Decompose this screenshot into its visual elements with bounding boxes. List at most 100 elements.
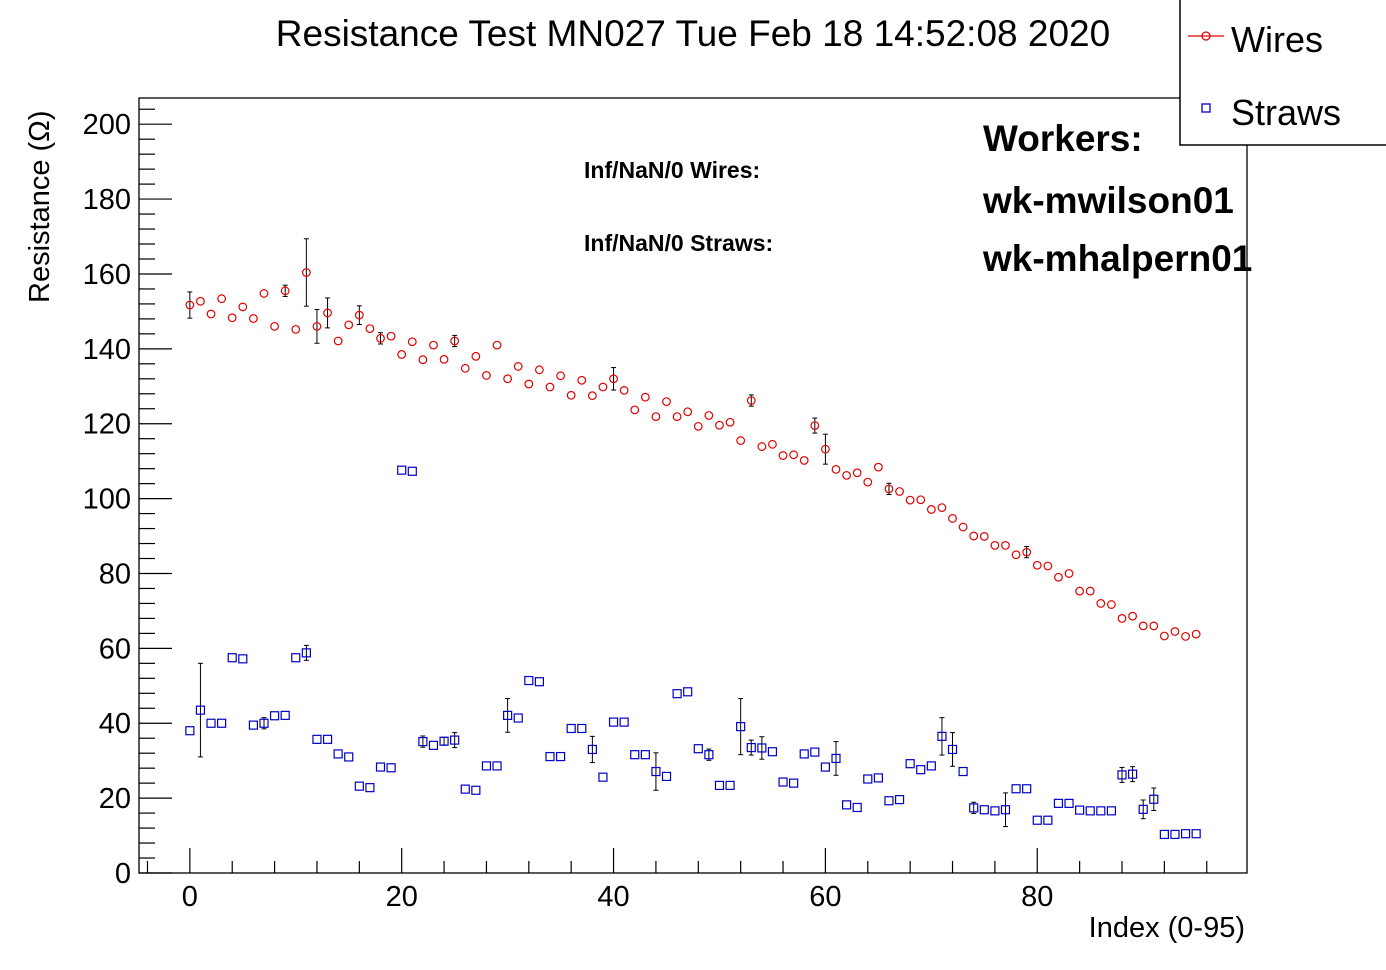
straws-point: [926, 761, 936, 771]
axes: 0 20 40 60 80 100 120 140 160 180 200 0 20 40 60 80: [83, 97, 1248, 913]
plot-frame: [138, 97, 1248, 874]
straws-point: [248, 720, 259, 730]
straws-point: [545, 751, 555, 762]
wires-point: [768, 439, 777, 449]
straws-point: [566, 723, 576, 734]
straws-point: [301, 648, 311, 658]
wires-point: [969, 531, 979, 541]
wires-point: [524, 379, 534, 389]
straws-point: [905, 759, 915, 769]
worker-name: wk-mhalpern01: [982, 238, 1252, 279]
wires-point: [895, 487, 904, 496]
straws-point: [1096, 806, 1106, 816]
chart-title: Resistance Test MN027 Tue Feb 18 14:52:0…: [276, 13, 1110, 54]
straws-point: [322, 734, 333, 744]
straws-point: [767, 747, 778, 757]
x-tick-label: 40: [597, 881, 629, 913]
straws-point: [979, 805, 989, 815]
straws-point: [736, 722, 746, 732]
wires-point: [948, 514, 957, 523]
wires-point: [958, 522, 968, 532]
y-tick-label: 180: [83, 184, 131, 216]
wires-point: [725, 417, 735, 427]
wires-point: [884, 484, 894, 494]
straws-point: [1170, 829, 1180, 840]
straws-point: [704, 750, 714, 760]
wires-point: [672, 412, 682, 422]
straws-point: [450, 735, 460, 745]
straws-point: [863, 774, 873, 784]
wires-point: [619, 386, 629, 395]
straws-point: [1011, 784, 1021, 794]
legend-straws-marker: [1201, 103, 1211, 113]
wires-point: [238, 302, 248, 312]
wires-point: [1075, 586, 1085, 596]
wires-point: [1138, 621, 1148, 631]
wires-point: [757, 442, 767, 451]
straws-point: [185, 726, 195, 736]
wires-point: [1181, 631, 1190, 641]
annotation-inf-straws: Inf/NaN/0 Straws:: [584, 230, 773, 256]
straws-point: [1032, 815, 1042, 825]
wires-point: [1001, 541, 1010, 550]
wires-point: [482, 371, 491, 380]
worker-name: wk-mwilson01: [982, 180, 1234, 221]
wires-point: [354, 310, 364, 320]
straws-point: [344, 752, 354, 762]
wires-point: [821, 444, 830, 454]
straws-point: [386, 763, 396, 773]
wires-point: [376, 333, 385, 343]
straws-point: [1106, 806, 1117, 816]
wires-point: [471, 351, 481, 361]
wires-point: [852, 468, 862, 478]
straws-point: [460, 784, 470, 794]
wires-point: [1011, 550, 1021, 560]
wires-point: [206, 309, 216, 319]
wires-point: [715, 420, 724, 430]
legend-straws-label: Straws: [1231, 92, 1341, 133]
y-tick-label: 100: [83, 484, 131, 516]
straws-point: [608, 717, 619, 727]
wires-point: [259, 289, 269, 298]
y-tick-label: 20: [99, 783, 131, 815]
y-tick-label: 80: [99, 558, 131, 590]
straws-point: [1075, 805, 1085, 815]
wires-point: [196, 296, 205, 306]
x-tick-label: 80: [1021, 881, 1053, 913]
straws-point: [619, 717, 629, 727]
wires-point: [609, 374, 618, 384]
wires-point: [1043, 561, 1053, 571]
straws-point: [683, 687, 693, 697]
y-tick-label: 160: [83, 259, 131, 291]
straws-point: [418, 736, 428, 747]
straws-point: [1138, 804, 1148, 814]
straws-point: [661, 771, 672, 782]
wires-point: [789, 450, 799, 460]
wires-point: [397, 350, 407, 359]
straws-point: [195, 705, 206, 715]
wires-point: [270, 321, 279, 331]
x-axis-label: Index (0-95): [1089, 912, 1245, 944]
y-axis-label: Resistance (Ω): [24, 110, 56, 303]
straws-point: [1149, 794, 1159, 804]
straws-point: [672, 689, 682, 699]
wires-point: [365, 324, 375, 334]
straws-point: [269, 711, 280, 721]
straws-point: [873, 773, 883, 783]
straws-point: [746, 742, 756, 753]
straws-point: [1117, 770, 1127, 780]
data-markers: [185, 268, 1201, 840]
straws-point: [651, 766, 661, 777]
workers-heading: Workers:: [983, 118, 1143, 159]
straws-point: [820, 762, 831, 772]
wires-point: [905, 495, 915, 505]
straws-point: [841, 800, 852, 810]
y-tick-label: 200: [83, 109, 131, 141]
straws-point: [640, 750, 650, 760]
straws-point: [1191, 829, 1201, 839]
straws-point: [831, 753, 841, 764]
wires-point: [810, 421, 820, 430]
straws-point: [714, 780, 725, 790]
